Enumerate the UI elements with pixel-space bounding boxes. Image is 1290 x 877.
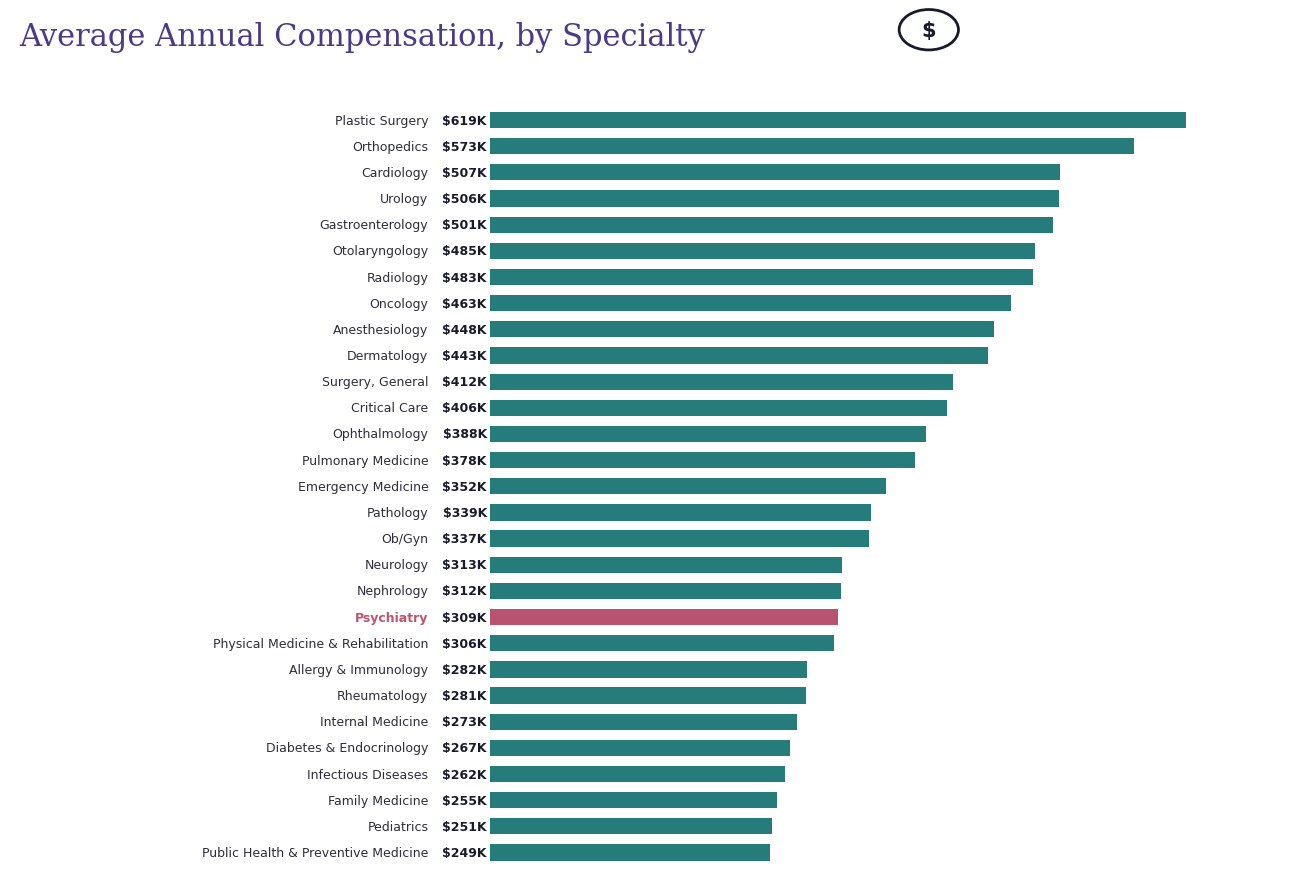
Text: $388K: $388K xyxy=(442,428,486,441)
Bar xyxy=(490,557,842,574)
Text: Critical Care: Critical Care xyxy=(351,402,428,415)
Bar xyxy=(490,217,1054,233)
Text: Anesthesiology: Anesthesiology xyxy=(333,324,428,337)
Bar xyxy=(490,479,886,495)
Text: Plastic Surgery: Plastic Surgery xyxy=(334,114,428,127)
Text: $282K: $282K xyxy=(442,663,486,676)
Text: Emergency Medicine: Emergency Medicine xyxy=(298,481,428,493)
Text: $267K: $267K xyxy=(442,742,486,754)
Text: Otolaryngology: Otolaryngology xyxy=(333,245,428,258)
Text: Gastroenterology: Gastroenterology xyxy=(320,219,428,232)
Bar xyxy=(490,531,869,547)
Bar xyxy=(490,740,791,756)
Text: $378K: $378K xyxy=(442,454,486,467)
Bar xyxy=(490,636,835,652)
Text: Pulmonary Medicine: Pulmonary Medicine xyxy=(302,454,428,467)
Text: $501K: $501K xyxy=(442,219,486,232)
Text: $483K: $483K xyxy=(442,271,486,284)
Bar xyxy=(490,296,1010,312)
Text: Average Annual Compensation, by Specialty: Average Annual Compensation, by Specialt… xyxy=(19,22,706,53)
Text: Ob/Gyn: Ob/Gyn xyxy=(382,532,428,545)
Bar xyxy=(490,766,784,782)
Text: $619K: $619K xyxy=(442,114,486,127)
Text: Cardiology: Cardiology xyxy=(361,167,428,180)
Text: $309K: $309K xyxy=(442,611,486,624)
Bar xyxy=(490,845,770,860)
Bar xyxy=(490,688,806,704)
Bar xyxy=(490,165,1060,182)
Text: $339K: $339K xyxy=(442,506,486,519)
Text: Urology: Urology xyxy=(381,193,428,206)
Bar xyxy=(490,322,993,338)
Bar xyxy=(490,348,988,364)
Text: Nephrology: Nephrology xyxy=(356,585,428,598)
Text: $: $ xyxy=(921,21,937,40)
Text: $412K: $412K xyxy=(442,375,486,389)
Bar xyxy=(490,453,915,468)
Text: Oncology: Oncology xyxy=(369,297,428,310)
Bar xyxy=(490,269,1033,286)
Text: $273K: $273K xyxy=(442,716,486,729)
Text: $352K: $352K xyxy=(442,481,486,493)
Bar xyxy=(490,400,947,417)
Text: $262K: $262K xyxy=(442,767,486,781)
Text: $506K: $506K xyxy=(442,193,486,206)
Bar xyxy=(490,139,1134,155)
Text: Rheumatology: Rheumatology xyxy=(337,689,428,702)
Text: Ophthalmology: Ophthalmology xyxy=(333,428,428,441)
Text: Psychiatry: Psychiatry xyxy=(355,611,428,624)
Bar xyxy=(490,374,953,390)
Text: $507K: $507K xyxy=(442,167,486,180)
Text: Orthopedics: Orthopedics xyxy=(352,140,428,153)
Text: $281K: $281K xyxy=(442,689,486,702)
Text: Radiology: Radiology xyxy=(366,271,428,284)
Bar xyxy=(490,714,797,730)
Text: $306K: $306K xyxy=(442,637,486,650)
Text: $406K: $406K xyxy=(442,402,486,415)
Text: $312K: $312K xyxy=(442,585,486,598)
Text: Dermatology: Dermatology xyxy=(347,350,428,362)
Text: Infectious Diseases: Infectious Diseases xyxy=(307,767,428,781)
Bar xyxy=(490,583,841,599)
Text: $313K: $313K xyxy=(442,559,486,572)
Bar xyxy=(490,661,808,678)
Text: Internal Medicine: Internal Medicine xyxy=(320,716,428,729)
Text: $573K: $573K xyxy=(442,140,486,153)
Text: Neurology: Neurology xyxy=(364,559,428,572)
Text: Public Health & Preventive Medicine: Public Health & Preventive Medicine xyxy=(203,846,428,859)
Text: Diabetes & Endocrinology: Diabetes & Endocrinology xyxy=(266,742,428,754)
Bar xyxy=(490,113,1186,129)
Text: $337K: $337K xyxy=(442,532,486,545)
Text: $485K: $485K xyxy=(442,245,486,258)
Bar xyxy=(490,505,871,521)
Bar xyxy=(490,792,777,809)
Text: $443K: $443K xyxy=(442,350,486,362)
Bar xyxy=(490,818,773,835)
Text: $249K: $249K xyxy=(442,846,486,859)
Bar xyxy=(490,244,1036,260)
Bar xyxy=(490,191,1059,207)
Text: $255K: $255K xyxy=(442,794,486,807)
Text: $463K: $463K xyxy=(442,297,486,310)
Text: $448K: $448K xyxy=(442,324,486,337)
Text: Surgery, General: Surgery, General xyxy=(322,375,428,389)
Text: Pathology: Pathology xyxy=(366,506,428,519)
Text: Pediatrics: Pediatrics xyxy=(368,820,428,833)
Bar xyxy=(490,426,926,443)
Text: Allergy & Immunology: Allergy & Immunology xyxy=(289,663,428,676)
Bar xyxy=(490,610,837,625)
Text: Physical Medicine & Rehabilitation: Physical Medicine & Rehabilitation xyxy=(213,637,428,650)
Text: Family Medicine: Family Medicine xyxy=(328,794,428,807)
Text: $251K: $251K xyxy=(442,820,486,833)
